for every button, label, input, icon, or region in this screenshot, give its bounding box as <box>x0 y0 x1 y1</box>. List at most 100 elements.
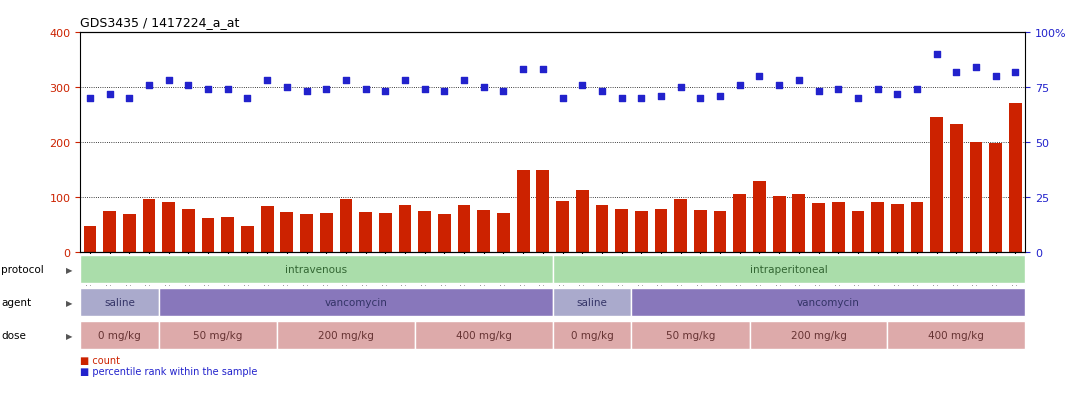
Bar <box>734 195 747 252</box>
Point <box>101 91 119 97</box>
Point <box>258 78 276 85</box>
Bar <box>300 215 313 252</box>
Point <box>987 74 1004 80</box>
Bar <box>911 203 924 252</box>
Bar <box>277 322 414 349</box>
Bar <box>553 289 631 316</box>
Point <box>810 89 827 95</box>
Text: vancomycin: vancomycin <box>797 297 860 308</box>
Bar <box>694 211 707 252</box>
Text: agent: agent <box>1 297 31 308</box>
Bar <box>949 125 962 252</box>
Bar <box>281 213 294 252</box>
Point <box>1007 69 1024 76</box>
Bar <box>379 214 392 252</box>
Point <box>732 82 749 89</box>
Point <box>928 52 945 58</box>
Point <box>613 95 630 102</box>
Point <box>179 82 197 89</box>
Point <box>475 84 492 91</box>
Text: 0 mg/kg: 0 mg/kg <box>98 330 141 341</box>
Bar <box>83 226 96 252</box>
Bar <box>438 215 451 252</box>
Text: ▶: ▶ <box>66 265 73 274</box>
Point <box>456 78 473 85</box>
Bar <box>753 182 766 252</box>
Bar <box>576 191 588 252</box>
Point <box>337 78 355 85</box>
Bar <box>1009 104 1022 252</box>
Text: saline: saline <box>104 297 135 308</box>
Bar <box>359 213 372 252</box>
Point <box>141 82 158 89</box>
Text: saline: saline <box>577 297 608 308</box>
Text: intravenous: intravenous <box>285 264 347 275</box>
Text: 200 mg/kg: 200 mg/kg <box>790 330 847 341</box>
Point <box>298 89 315 95</box>
Bar <box>104 211 116 252</box>
Point <box>653 93 670 100</box>
Point <box>554 95 571 102</box>
Point <box>317 87 334 93</box>
Bar <box>340 200 352 252</box>
Bar <box>631 289 1025 316</box>
Bar <box>80 256 553 283</box>
Point <box>594 89 611 95</box>
Bar <box>80 322 159 349</box>
Bar <box>536 171 549 252</box>
Bar <box>221 218 234 252</box>
Point <box>377 89 394 95</box>
Bar <box>414 322 553 349</box>
Bar <box>713 211 726 252</box>
Text: 50 mg/kg: 50 mg/kg <box>665 330 716 341</box>
Bar <box>812 204 824 252</box>
Bar <box>851 211 864 252</box>
Text: 50 mg/kg: 50 mg/kg <box>193 330 242 341</box>
Point <box>771 82 788 89</box>
Bar <box>655 209 668 252</box>
Point <box>417 87 434 93</box>
Text: ■ percentile rank within the sample: ■ percentile rank within the sample <box>80 366 257 376</box>
Bar <box>674 200 687 252</box>
Point <box>751 74 768 80</box>
Text: 400 mg/kg: 400 mg/kg <box>928 330 985 341</box>
Bar <box>596 205 609 252</box>
Bar <box>553 322 631 349</box>
Bar <box>631 322 750 349</box>
Text: 0 mg/kg: 0 mg/kg <box>570 330 613 341</box>
Point <box>279 84 296 91</box>
Text: 400 mg/kg: 400 mg/kg <box>456 330 512 341</box>
Point <box>219 87 236 93</box>
Bar <box>773 197 786 252</box>
Point <box>889 91 906 97</box>
Bar <box>202 218 215 252</box>
Point <box>968 65 985 71</box>
Bar <box>888 322 1025 349</box>
Bar <box>143 200 156 252</box>
Bar <box>871 203 884 252</box>
Bar <box>891 205 904 252</box>
Text: 200 mg/kg: 200 mg/kg <box>318 330 374 341</box>
Bar <box>159 289 553 316</box>
Point <box>909 87 926 93</box>
Text: ■ count: ■ count <box>80 356 120 366</box>
Point <box>947 69 964 76</box>
Point <box>239 95 256 102</box>
Point <box>672 84 689 91</box>
Text: protocol: protocol <box>1 264 44 275</box>
Bar <box>750 322 888 349</box>
Bar <box>989 144 1002 252</box>
Bar <box>832 203 845 252</box>
Bar <box>970 142 983 252</box>
Bar <box>162 203 175 252</box>
Bar <box>123 215 136 252</box>
Bar <box>517 171 530 252</box>
Bar <box>556 202 569 252</box>
Bar <box>634 212 647 252</box>
Point <box>711 93 728 100</box>
Point <box>790 78 807 85</box>
Bar <box>182 209 194 252</box>
Point <box>200 87 217 93</box>
Point <box>515 67 532 74</box>
Text: ▶: ▶ <box>66 331 73 340</box>
